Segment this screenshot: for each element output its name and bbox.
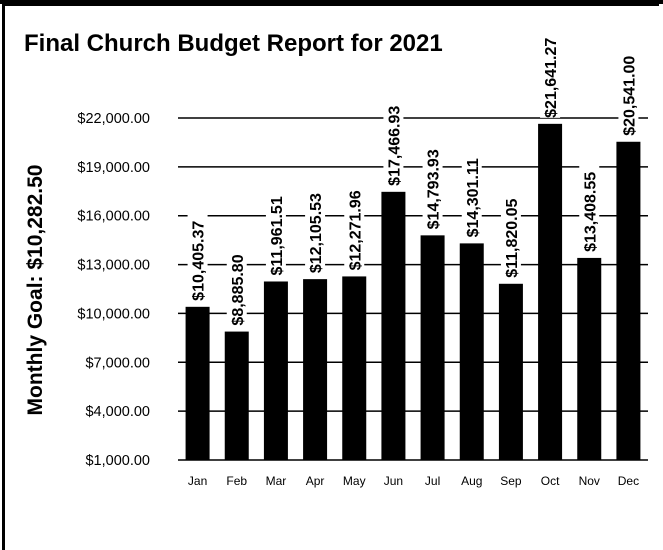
y-tick-label: $22,000.00 (77, 111, 150, 127)
y-tick-label: $7,000.00 (85, 355, 150, 371)
bar-feb (224, 331, 249, 460)
bar-apr (303, 279, 328, 460)
y-tick-label: $19,000.00 (77, 160, 150, 176)
data-label: $21,641.27 (543, 38, 560, 118)
top-border (0, 0, 663, 4)
x-axis-categories: Jan Feb Mar Apr May Jun Jul Aug Sep Oct Nov Dec (188, 474, 639, 488)
bar-sep (498, 283, 523, 460)
x-category-label: Oct (541, 474, 560, 488)
x-category-label: Jul (425, 474, 440, 488)
x-category-label: Feb (226, 474, 247, 488)
bar-may (342, 276, 367, 460)
y-axis-ticks: $1,000.00 $4,000.00 $7,000.00 $10,000.00 $13… (77, 111, 150, 469)
data-label-background (618, 49, 639, 136)
data-label-background (540, 31, 561, 118)
bar-jun (381, 191, 406, 460)
data-label: $12,105.53 (308, 193, 325, 273)
data-label: $17,466.93 (386, 106, 403, 186)
data-label: $10,405.37 (191, 221, 208, 301)
x-category-label: Jan (188, 474, 207, 488)
data-label-background (305, 187, 326, 274)
data-label-background (383, 99, 404, 186)
x-category-label: Apr (306, 474, 325, 488)
bar-nov (577, 257, 602, 460)
y-tick-label: $4,000.00 (85, 404, 150, 420)
x-category-label: Jun (384, 474, 403, 488)
bar-mar (263, 281, 288, 460)
data-labels: $10,405.37 $8,885.80 $11,961.51 $12,105.53 $… (187, 31, 639, 326)
chart-frame (2, 3, 659, 550)
data-label-background (422, 143, 443, 230)
data-label-background (500, 191, 521, 278)
x-category-label: Nov (579, 474, 600, 488)
y-tick-label: $1,000.00 (85, 453, 150, 469)
x-category-label: Sep (500, 474, 522, 488)
data-label: $20,541.00 (621, 56, 638, 136)
y-tick-label: $10,000.00 (77, 306, 150, 322)
data-label: $8,885.80 (230, 254, 247, 325)
data-label-background (265, 189, 286, 276)
x-category-label: May (343, 474, 366, 488)
data-label: $12,271.96 (347, 190, 364, 270)
chart-title: Final Church Budget Report for 2021 (24, 30, 443, 57)
bars (185, 123, 641, 461)
data-label: $13,408.55 (582, 172, 599, 252)
bar-oct (538, 123, 563, 461)
data-label-background (226, 248, 247, 326)
bar-jul (420, 235, 445, 460)
gridlines (178, 117, 648, 461)
x-category-label: Aug (461, 474, 482, 488)
data-label: $11,820.05 (504, 198, 521, 277)
bar-jan (185, 306, 210, 460)
data-label-background (187, 214, 208, 301)
y-tick-label: $13,000.00 (77, 258, 150, 274)
y-tick-label: $16,000.00 (77, 209, 150, 225)
y-axis-label: Monthly Goal: $10,282.50 (24, 165, 47, 416)
data-label: $14,793.93 (426, 149, 443, 229)
data-label-background (461, 151, 482, 238)
data-label: $11,961.51 (269, 196, 286, 275)
x-category-label: Dec (618, 474, 639, 488)
data-label-background (344, 184, 365, 271)
data-label-background (579, 165, 600, 252)
x-category-label: Mar (266, 474, 287, 488)
bar-aug (459, 243, 484, 460)
data-label: $14,301.11 (465, 158, 482, 237)
bar-dec (616, 141, 641, 460)
